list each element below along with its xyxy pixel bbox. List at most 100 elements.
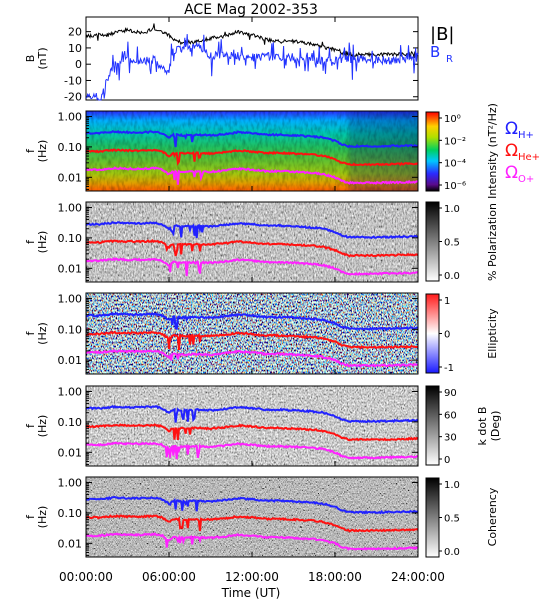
colorbar-tick-label: 10⁻⁴	[444, 159, 466, 170]
panel-ellipticity: 1.00 0.10 0.01 f (Hz) 1 0 -1 Ellipticity	[24, 292, 499, 375]
y-axis-label: f	[24, 239, 37, 244]
legend-b-total: |B|	[430, 24, 454, 45]
gyrofrequency-curve-he	[85, 514, 419, 533]
figure-title: ACE Mag 2002-353	[184, 2, 318, 18]
legend-b-radial-sub: R	[446, 54, 453, 65]
colorbar	[425, 385, 440, 466]
gyrofrequency-curve-o	[85, 441, 419, 460]
gyrofrequency-curve-o	[85, 532, 419, 551]
colorbar-tick-label: 1.0	[444, 204, 460, 215]
colorbar	[425, 477, 440, 558]
gyrofrequency-curve-h	[85, 130, 419, 149]
colorbar-tick-label: 30	[444, 433, 457, 444]
y-axis-unit: (Hz)	[36, 231, 49, 254]
y-axis-unit: (Hz)	[36, 140, 49, 163]
colorbar-tick-label: 10⁻²	[444, 136, 466, 147]
y-tick-label: 0.10	[58, 323, 83, 336]
colorbar-tick-label: 0.5	[444, 238, 460, 249]
y-tick-label: 1.00	[58, 476, 83, 489]
gyrofrequency-curve-o	[85, 166, 419, 185]
colorbar-label: % Polarization	[486, 203, 499, 281]
colorbar	[425, 293, 440, 374]
panel-coherency: 1.00 0.10 0.01 f (Hz) 1.0 0.5 0.0 Coherency	[24, 476, 499, 558]
curve-label-sub-he: He+	[518, 152, 540, 163]
panel-polarization: 1.00 0.10 0.01 f (Hz) 1.0 0.5 0.0 % Polarization	[24, 201, 499, 283]
curve-label-sub-h: H+	[518, 130, 534, 141]
gyrofrequency-curve-he	[85, 423, 419, 442]
x-tick-label: 06:00:00	[142, 570, 196, 584]
y-axis-label: f	[24, 148, 37, 153]
x-tick-label: 18:00:00	[308, 570, 362, 584]
colorbar-tick-label: -1	[444, 363, 454, 374]
y-tick-label: 0.01	[58, 262, 83, 275]
y-axis-unit: (Hz)	[36, 415, 49, 438]
curve-label-he: Ω	[505, 141, 518, 161]
y-tick-label: 1.00	[58, 201, 83, 214]
y-axis-label: f	[24, 423, 37, 428]
legend-b-radial: B	[430, 43, 440, 61]
y-tick-label: 0.01	[58, 446, 83, 459]
colorbar-tick-label: 1	[444, 296, 450, 307]
gyrofrequency-curve-h	[85, 220, 418, 240]
y-tick-label: 0.10	[58, 416, 83, 429]
x-tick-label: 24:00:00	[391, 570, 445, 584]
gyrofrequency-curve-h	[85, 404, 419, 424]
y-tick-label: 0	[75, 58, 82, 71]
curve-label-sub-o: O+	[518, 174, 534, 185]
y-tick-label: 20	[68, 26, 82, 39]
y-axis-label: B	[24, 55, 37, 63]
x-axis-label: Time (UT)	[221, 586, 281, 600]
colorbar-tick-label: 0.0	[444, 271, 460, 282]
colorbar-tick-label: 10⁰	[444, 114, 461, 125]
time-axis: 00:00:00 06:00:00 12:00:00 18:00:00 24:00:00	[59, 17, 445, 584]
y-tick-label: -10	[64, 74, 82, 87]
y-tick-label: 0.10	[58, 141, 83, 154]
y-axis-label: f	[24, 330, 37, 335]
colorbar-tick-label: 0	[444, 330, 450, 341]
colorbar	[425, 201, 440, 282]
series-line-b-total	[85, 23, 419, 60]
colorbar-tick-label: 1.0	[444, 480, 460, 491]
y-tick-label: 1.00	[58, 293, 83, 306]
colorbar-label: k dot B	[476, 407, 489, 446]
gyrofrequency-curve-h	[85, 311, 419, 331]
y-tick-label: 0.10	[58, 507, 83, 520]
colorbar-tick-label: 0.0	[444, 547, 460, 558]
y-tick-label: 0.01	[58, 171, 83, 184]
gyrofrequency-curve-he	[85, 330, 419, 350]
colorbar-label: Ellipticity	[486, 308, 499, 359]
y-tick-label: 0.01	[58, 354, 83, 367]
y-tick-label: 0.10	[58, 232, 83, 245]
gyrofrequency-curve-he	[85, 239, 419, 258]
y-axis-label: f	[24, 514, 37, 519]
colorbar-tick-label: 60	[444, 410, 457, 421]
panel-intensity: 1.00 0.10 0.01 f (Hz) 10⁰ 10⁻² 10⁻⁴ 10⁻⁶ Intensit…	[24, 103, 499, 199]
y-axis-unit: (nT)	[36, 47, 49, 69]
x-tick-label: 00:00:00	[59, 570, 113, 584]
y-tick-label: 1.00	[58, 385, 83, 398]
curve-label-h: Ω	[505, 119, 518, 139]
colorbar-tick-label: 0	[444, 455, 450, 466]
y-axis-unit: (Hz)	[36, 322, 49, 345]
colorbar	[425, 111, 440, 192]
colorbar-tick-label: 0.5	[444, 514, 460, 525]
colorbar-tick-label: 10⁻⁶	[444, 181, 466, 192]
series-line-b-radial	[85, 34, 419, 101]
y-tick-label: 10	[68, 42, 82, 55]
colorbar-tick-label: 90	[444, 388, 457, 399]
y-axis-unit: (Hz)	[36, 506, 49, 529]
gyrofrequency-curve-he	[85, 148, 419, 167]
gyrofrequency-curve-o	[85, 256, 419, 277]
y-tick-label: 1.00	[58, 110, 83, 123]
gyrofrequency-curve-h	[85, 495, 419, 515]
curve-label-o: Ω	[505, 163, 518, 183]
gyrofrequency-curve-o	[85, 349, 419, 368]
y-tick-label: 0.01	[58, 537, 83, 550]
colorbar-label: Coherency	[486, 487, 499, 546]
y-tick-label: -20	[64, 91, 82, 104]
panel-k-dot-b: 1.00 0.10 0.01 f (Hz) 90 60 30 0 k dot B (Deg)	[24, 385, 502, 467]
colorbar-unit: (Deg)	[489, 411, 502, 442]
